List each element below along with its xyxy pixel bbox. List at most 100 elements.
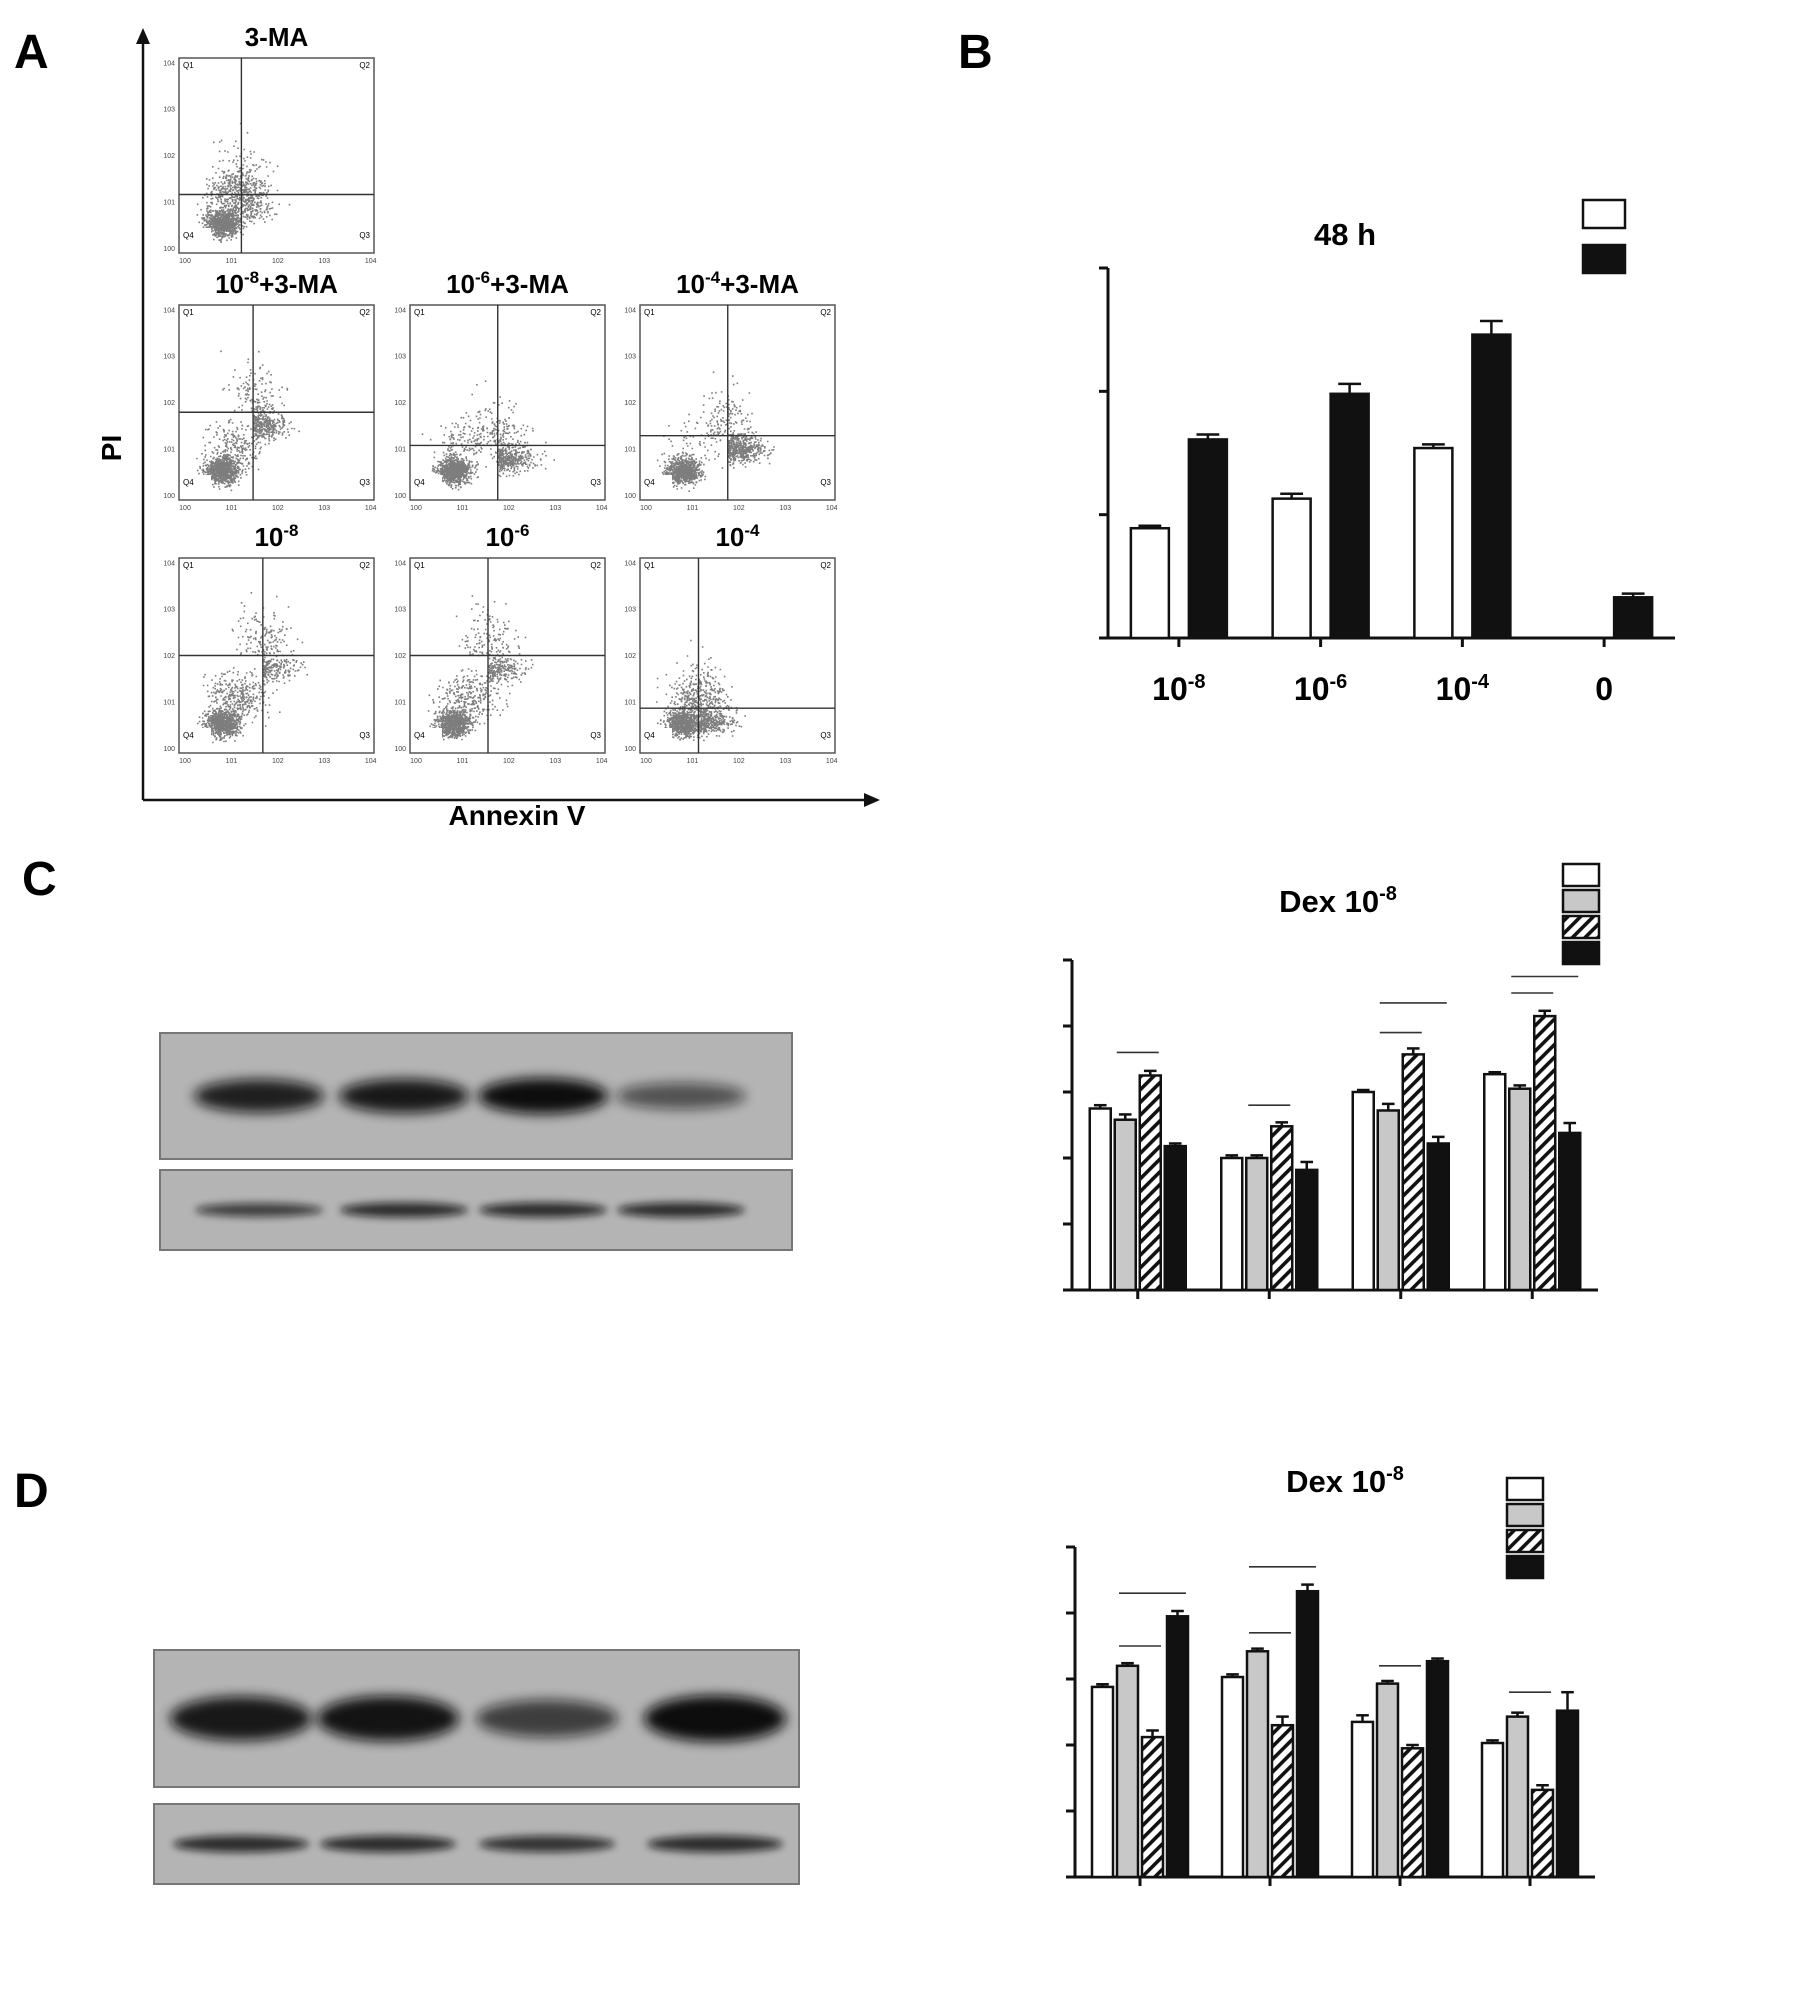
flow-y-tick-label: 100 (163, 746, 175, 753)
flow-quadrant-q2-label: Q2 (820, 308, 831, 317)
bar (1165, 1615, 1190, 1879)
flow-x-tick-label: 103 (549, 505, 561, 512)
flow-plot: 10-6 Q1 Q2 Q3 Q4 100 100 101 101 102 102 103 103 104 1… (394, 521, 607, 765)
bcl2-western-blot (153, 1649, 800, 1885)
flow-y-tick-label: 102 (394, 400, 406, 407)
flow-q4-label-bg (412, 728, 442, 750)
flow-plot: 3-MA Q1 Q2 Q3 Q4 100 100 101 101 102 102 103 103 104 1… (163, 22, 376, 265)
flow-plot-title-base: 10 (676, 269, 705, 299)
flow-quadrant-q4-label: Q4 (644, 478, 655, 487)
flow-quadrant-q1-label: Q1 (183, 561, 194, 570)
flow-quadrant-q1-label: Q1 (183, 61, 194, 70)
flow-x-tick-label: 104 (596, 505, 608, 512)
legend-swatch (1561, 940, 1601, 966)
bcl2-fold-change-chart: Dex 10-8 (1066, 1463, 1595, 1886)
bar (1271, 497, 1312, 640)
flow-quadrant-q2-label: Q2 (359, 561, 370, 570)
blot-band (647, 1835, 783, 1853)
flow-y-tick-label: 103 (394, 354, 406, 361)
blot-band (617, 1202, 745, 1218)
flow-quadrant-q3-label: Q3 (590, 478, 601, 487)
flow-x-tick-label: 100 (640, 505, 652, 512)
bar (1220, 1156, 1244, 1292)
blot-band (173, 1835, 309, 1853)
bar (1270, 1125, 1294, 1292)
bar (1480, 1741, 1505, 1879)
bar (1270, 1723, 1295, 1879)
flow-y-tick-label: 101 (394, 447, 406, 454)
flow-plot-title: 10-6+3-MA (446, 268, 569, 299)
flow-q4-label-bg (181, 475, 211, 497)
flow-q4-label-bg (181, 228, 211, 250)
flow-y-tick-label: 103 (624, 354, 636, 361)
bar (1351, 1090, 1375, 1292)
flow-x-tick-label: 100 (179, 258, 191, 265)
bar (1426, 1142, 1450, 1292)
legend-swatch (1505, 1502, 1545, 1528)
flow-y-tick-label: 104 (624, 560, 636, 567)
flow-x-tick-label: 100 (179, 505, 191, 512)
flow-x-tick-label: 102 (503, 758, 515, 765)
bar (1483, 1072, 1507, 1292)
bax-western-blot (159, 1032, 793, 1251)
bar (1413, 446, 1454, 640)
flow-y-tick-label: 100 (394, 493, 406, 500)
flow-plot-title: 10-4+3-MA (676, 268, 799, 299)
bar (1530, 1788, 1555, 1879)
x-tick-label-sup: -8 (1188, 671, 1206, 693)
flow-quadrant-q4-label: Q4 (183, 231, 194, 240)
flow-plot-title: 10-4 (715, 521, 760, 552)
flow-plot-title: 10-8 (254, 521, 298, 552)
flow-q4-label-bg (642, 728, 672, 750)
chart-title-sup: -8 (1386, 1463, 1404, 1485)
bax-fold-change-chart: Dex 10-8 (1063, 862, 1601, 1299)
flow-x-tick-label: 103 (318, 258, 330, 265)
flow-x-tick-label: 101 (457, 505, 469, 512)
bar (1295, 1168, 1319, 1292)
legend-swatch (1505, 1476, 1545, 1502)
chart-title-text: Dex 10 (1286, 1464, 1386, 1499)
flow-x-arrowhead (864, 793, 880, 807)
flow-quadrant-q3-label: Q3 (820, 731, 831, 740)
flow-y-tick-label: 104 (163, 307, 175, 314)
flow-y-axis-label: PI (96, 435, 127, 461)
flow-y-tick-label: 103 (163, 107, 175, 114)
flow-y-tick-label: 101 (624, 447, 636, 454)
bar (1505, 1715, 1530, 1879)
flow-q4-label-bg (181, 728, 211, 750)
panel-letter-d: D (14, 1465, 49, 1518)
legend-swatch (1561, 888, 1601, 914)
flow-quadrant-q2-label: Q2 (590, 308, 601, 317)
flow-x-tick-label: 101 (687, 758, 699, 765)
legend-swatch (1561, 914, 1601, 940)
flow-x-tick-label: 103 (549, 758, 561, 765)
flow-y-tick-label: 102 (624, 400, 636, 407)
flow-plot-title-sup: -8 (244, 268, 259, 287)
flow-quadrant-q3-label: Q3 (590, 731, 601, 740)
blot-band (170, 1696, 312, 1741)
bar (1376, 1109, 1400, 1292)
legend-swatch (1505, 1554, 1545, 1580)
flow-plot: 10-4 Q1 Q2 Q3 Q4 100 100 101 101 102 102 103 103 104 1… (624, 521, 837, 765)
flow-plot-title-suffix: +3-MA (259, 269, 338, 299)
x-tick-label-base: 10 (1152, 671, 1188, 707)
flow-plot-title: 3-MA (245, 22, 309, 52)
blot-band (479, 1202, 607, 1218)
flow-y-tick-label: 104 (163, 560, 175, 567)
x-tick-label: 0 (1595, 671, 1613, 707)
chart-title-text: Dex 10 (1279, 884, 1379, 919)
flow-plot-title-sup: -4 (744, 521, 760, 540)
flow-quadrant-q1-label: Q1 (644, 308, 655, 317)
flow-x-tick-label: 104 (365, 505, 377, 512)
flow-x-tick-label: 101 (226, 758, 238, 765)
flow-x-tick-label: 104 (826, 505, 838, 512)
flow-y-tick-label: 102 (163, 653, 175, 660)
flow-y-tick-label: 101 (394, 700, 406, 707)
flow-x-tick-label: 103 (779, 758, 791, 765)
flow-quadrant-q2-label: Q2 (820, 561, 831, 570)
flow-quadrant-q4-label: Q4 (183, 731, 194, 740)
x-tick-label: 10-8 (1152, 671, 1205, 707)
bar (1163, 1144, 1187, 1292)
bar (1375, 1682, 1400, 1879)
